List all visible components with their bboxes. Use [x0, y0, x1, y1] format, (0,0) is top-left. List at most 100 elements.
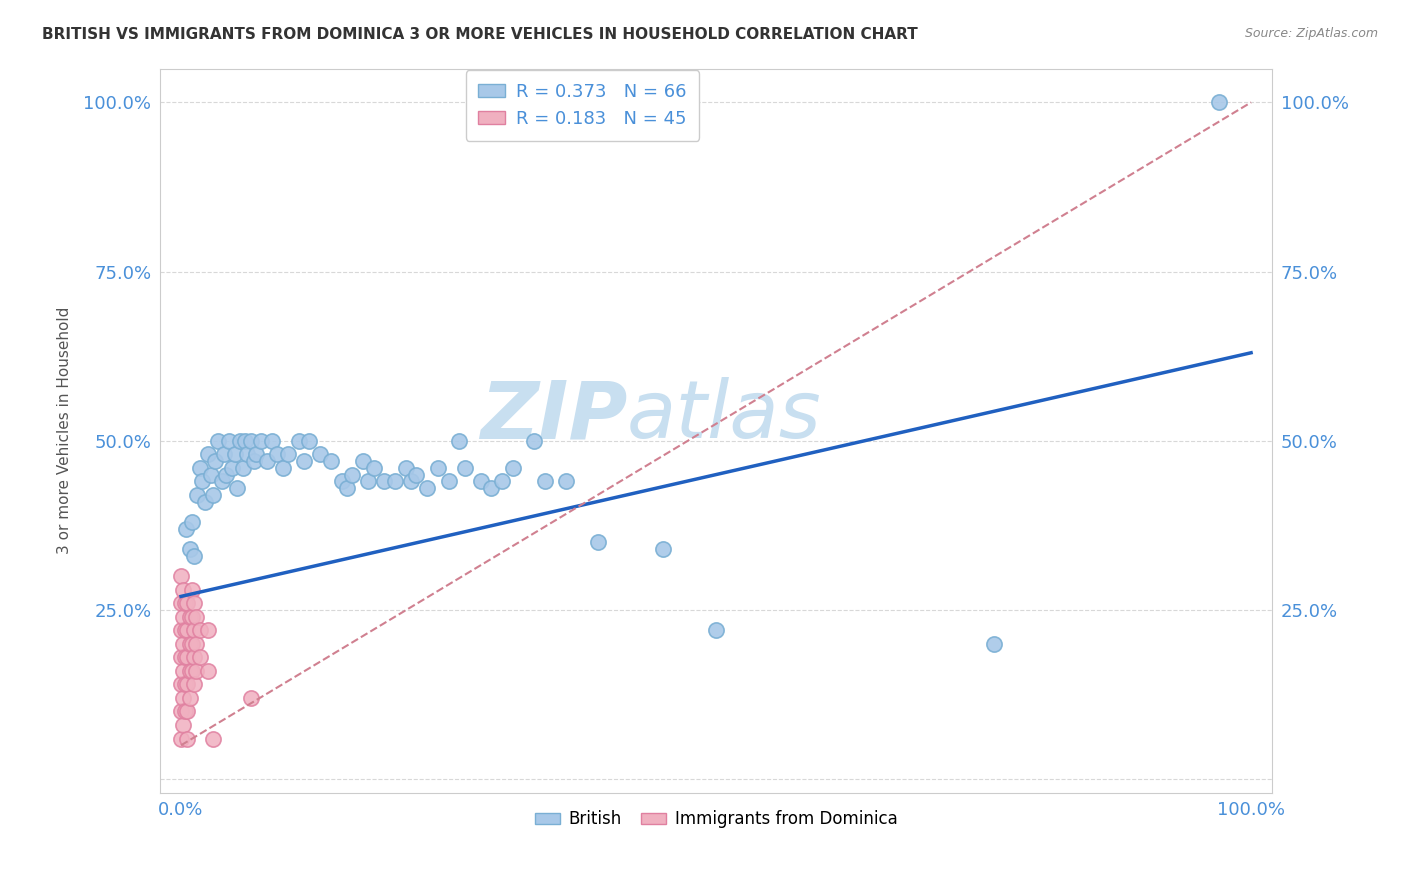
Point [534, 475, 557, 489]
Point [266, 447, 288, 461]
Point [704, 624, 727, 638]
Point [170, 596, 193, 610]
Point [174, 596, 197, 610]
Point [384, 475, 406, 489]
Point [170, 569, 193, 583]
Point [180, 582, 202, 597]
Point [470, 475, 492, 489]
Y-axis label: 3 or more Vehicles in Household: 3 or more Vehicles in Household [58, 307, 72, 554]
Point [395, 460, 418, 475]
Point [330, 475, 353, 489]
Point [179, 541, 201, 556]
Point [491, 475, 513, 489]
Point [180, 664, 202, 678]
Point [298, 434, 321, 448]
Point [292, 454, 315, 468]
Point [172, 637, 194, 651]
Point [174, 677, 197, 691]
Point [172, 718, 194, 732]
Point [336, 481, 359, 495]
Point [416, 481, 439, 495]
Point [176, 705, 198, 719]
Point [651, 541, 673, 556]
Text: BRITISH VS IMMIGRANTS FROM DOMINICA 3 OR MORE VEHICLES IN HOUSEHOLD CORRELATION : BRITISH VS IMMIGRANTS FROM DOMINICA 3 OR… [42, 27, 918, 42]
Point [202, 488, 225, 502]
Legend: British, Immigrants from Dominica: British, Immigrants from Dominica [529, 804, 904, 835]
Point [319, 454, 342, 468]
Point [174, 624, 197, 638]
Point [170, 677, 193, 691]
Point [183, 624, 205, 638]
Point [176, 596, 198, 610]
Point [183, 650, 205, 665]
Point [176, 650, 198, 665]
Point [256, 454, 278, 468]
Point [184, 637, 207, 651]
Point [479, 481, 502, 495]
Point [207, 434, 229, 448]
Point [172, 664, 194, 678]
Point [211, 475, 233, 489]
Point [204, 454, 226, 468]
Point [239, 434, 262, 448]
Point [243, 454, 266, 468]
Point [179, 609, 201, 624]
Point [250, 434, 273, 448]
Point [352, 454, 374, 468]
Point [170, 705, 193, 719]
Point [426, 460, 449, 475]
Point [188, 460, 211, 475]
Point [202, 731, 225, 746]
Point [212, 447, 235, 461]
Point [342, 467, 364, 482]
Point [183, 596, 205, 610]
Point [224, 447, 246, 461]
Point [555, 475, 578, 489]
Text: Source: ZipAtlas.com: Source: ZipAtlas.com [1244, 27, 1378, 40]
Point [453, 460, 475, 475]
Point [373, 475, 395, 489]
Point [309, 447, 332, 461]
Point [200, 467, 222, 482]
Point [197, 664, 219, 678]
Point [215, 467, 238, 482]
Point [233, 434, 256, 448]
Point [184, 664, 207, 678]
Point [176, 522, 198, 536]
Point [191, 475, 214, 489]
Point [221, 460, 243, 475]
Point [232, 460, 254, 475]
Point [218, 434, 240, 448]
Point [245, 447, 267, 461]
Point [174, 705, 197, 719]
Point [983, 637, 1005, 651]
Point [184, 609, 207, 624]
Point [180, 637, 202, 651]
Point [183, 677, 205, 691]
Point [188, 650, 211, 665]
Point [180, 609, 202, 624]
Point [176, 731, 198, 746]
Point [172, 690, 194, 705]
Point [357, 475, 380, 489]
Point [287, 434, 309, 448]
Point [197, 624, 219, 638]
Point [197, 447, 219, 461]
Point [170, 731, 193, 746]
Point [180, 515, 202, 529]
Point [179, 690, 201, 705]
Point [188, 624, 211, 638]
Point [229, 434, 252, 448]
Point [179, 664, 201, 678]
Point [502, 460, 524, 475]
Point [239, 690, 262, 705]
Point [588, 535, 610, 549]
Text: atlas: atlas [627, 377, 821, 455]
Point [271, 460, 294, 475]
Point [236, 447, 259, 461]
Point [437, 475, 460, 489]
Point [225, 481, 247, 495]
Point [176, 677, 198, 691]
Point [176, 624, 198, 638]
Point [523, 434, 546, 448]
